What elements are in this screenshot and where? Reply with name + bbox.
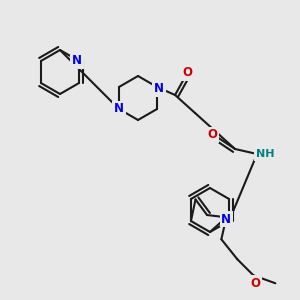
Text: NH: NH — [256, 149, 274, 159]
Text: O: O — [182, 67, 192, 80]
Text: N: N — [221, 213, 231, 226]
Text: N: N — [72, 55, 82, 68]
Text: O: O — [250, 277, 260, 290]
Text: O: O — [207, 128, 217, 142]
Text: N: N — [154, 82, 164, 95]
Text: N: N — [114, 103, 124, 116]
